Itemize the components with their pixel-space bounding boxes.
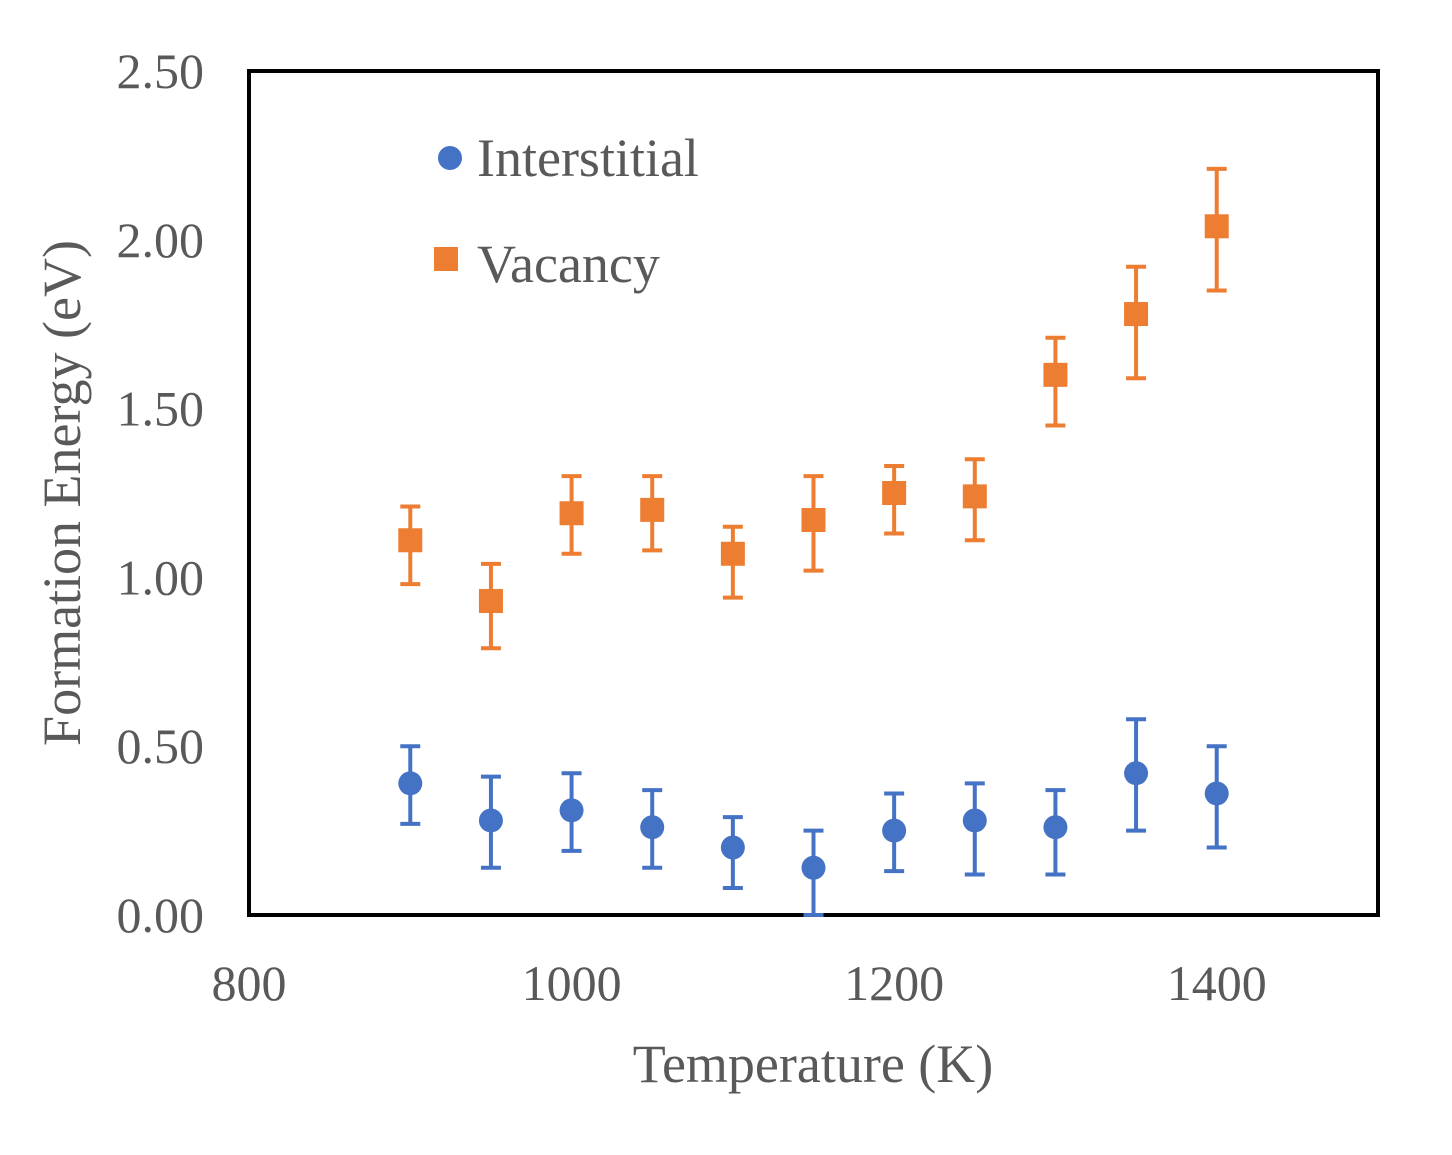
series-vacancy (398, 166, 1229, 651)
data-point-vacancy (720, 541, 745, 566)
legend-label-vacancy: Vacancy (477, 234, 660, 294)
x-tick-label: 1200 (844, 955, 944, 1011)
data-point-vacancy (1124, 302, 1149, 327)
x-axis-title: Temperature (K) (633, 1034, 994, 1094)
data-point-vacancy (962, 484, 987, 509)
data-point-interstitial (640, 815, 665, 840)
series-interstitial (398, 717, 1229, 917)
y-tick-label: 0.00 (117, 887, 205, 943)
y-tick-label: 2.50 (117, 43, 205, 99)
series-layer (398, 166, 1229, 917)
data-point-interstitial (478, 808, 503, 833)
x-tick-label: 800 (212, 955, 287, 1011)
legend-label-interstitial: Interstitial (477, 128, 699, 188)
data-point-interstitial (1124, 761, 1149, 786)
data-point-interstitial (398, 771, 423, 796)
data-point-vacancy (801, 508, 826, 533)
data-point-vacancy (478, 589, 503, 614)
y-tick-labels: 0.00 0.50 1.00 1.50 2.00 2.50 (117, 43, 205, 943)
data-point-interstitial (882, 818, 907, 843)
data-point-vacancy (640, 497, 665, 522)
data-point-interstitial (720, 835, 745, 860)
x-tick-label: 1400 (1167, 955, 1267, 1011)
data-point-vacancy (398, 528, 423, 553)
data-point-interstitial (1043, 815, 1068, 840)
y-tick-label: 1.00 (117, 549, 205, 605)
data-point-vacancy (559, 501, 584, 526)
data-point-interstitial (1204, 781, 1229, 806)
legend: Interstitial Vacancy (434, 128, 699, 294)
x-tick-labels: 800 1000 1200 1400 (212, 955, 1267, 1011)
legend-marker-interstitial (438, 146, 462, 170)
y-axis-title: Formation Energy (eV) (32, 240, 92, 746)
x-tick-label: 1000 (522, 955, 622, 1011)
y-tick-label: 1.50 (117, 381, 205, 437)
data-point-interstitial (801, 855, 826, 880)
data-point-interstitial (559, 798, 584, 823)
data-point-vacancy (882, 481, 907, 505)
y-tick-label: 0.50 (117, 718, 205, 774)
y-tick-label: 2.00 (117, 212, 205, 268)
data-point-interstitial (962, 808, 987, 833)
legend-marker-vacancy (434, 247, 458, 271)
data-point-vacancy (1043, 362, 1068, 387)
data-point-vacancy (1204, 214, 1229, 239)
